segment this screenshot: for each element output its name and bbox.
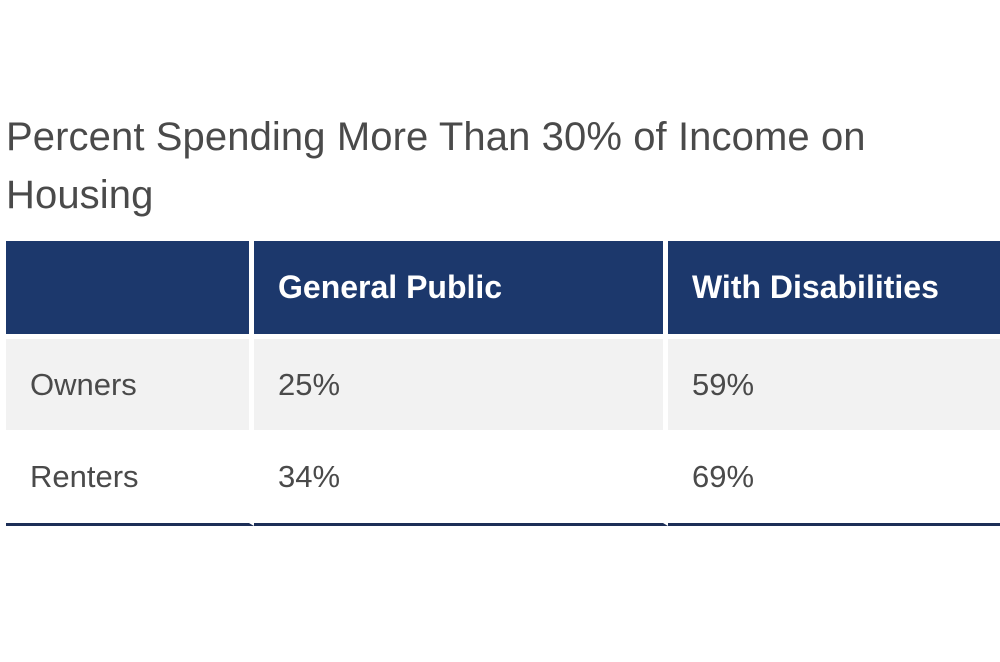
chart-title: Percent Spending More Than 30% of Income… bbox=[6, 115, 866, 217]
table-row-renters: Renters 34% 69% bbox=[6, 430, 1000, 526]
table-row-owners: Owners 25% 59% bbox=[6, 334, 1000, 430]
row-label-owners: Owners bbox=[6, 334, 254, 430]
cell-owners-general-public: 25% bbox=[254, 334, 668, 430]
column-header-with-disabilities: With Disabilities bbox=[668, 241, 1000, 334]
row-label-renters: Renters bbox=[6, 430, 254, 526]
table-header-row: General Public With Disabilities bbox=[6, 241, 1000, 334]
cell-renters-with-disabilities: 69% bbox=[668, 430, 1000, 526]
cell-owners-with-disabilities: 59% bbox=[668, 334, 1000, 430]
column-header-general-public: General Public bbox=[254, 241, 668, 334]
data-table: General Public With Disabilities Owners … bbox=[6, 241, 1000, 526]
column-header-blank bbox=[6, 241, 254, 334]
cell-renters-general-public: 34% bbox=[254, 430, 668, 526]
